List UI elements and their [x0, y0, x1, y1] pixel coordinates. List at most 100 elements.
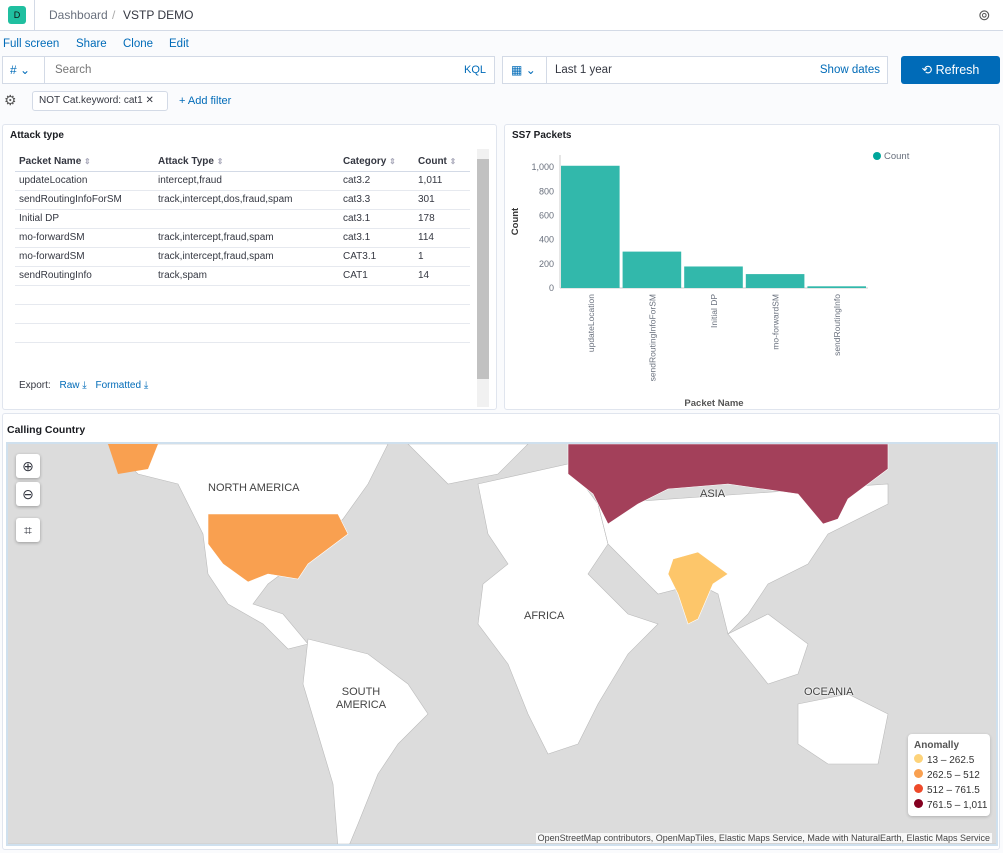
table-cell: CAT1 — [339, 266, 414, 286]
table-cell: mo-forwardSM — [15, 247, 154, 267]
add-filter-link[interactable]: + Add filter — [179, 95, 232, 107]
kql-button[interactable]: KQL — [463, 64, 486, 76]
legend-swatch — [914, 784, 923, 793]
filter-pill[interactable]: NOT Cat.keyword: cat1 ✕ — [32, 91, 168, 111]
share-link[interactable]: Share — [76, 38, 107, 50]
date-picker: ▦ ⌄ Last 1 year Show dates — [502, 56, 888, 84]
table-cell: mo-forwardSM — [15, 228, 154, 248]
table-cell: cat3.2 — [339, 171, 414, 191]
full-screen-link[interactable]: Full screen — [3, 38, 60, 50]
southeast-asia-landmass — [727, 613, 809, 685]
asia-landmass — [597, 483, 889, 635]
bar-chart: 0 200 400 600 800 1,000 updateLocation sendRout… — [510, 151, 910, 409]
map-attribution[interactable]: OpenStreetMap contributors, OpenMapTiles… — [535, 833, 992, 843]
table-cell: 14 — [414, 266, 470, 286]
panel-title: Calling Country — [7, 424, 86, 436]
empty-row — [15, 304, 470, 324]
bar-sendRoutingInfo[interactable] — [807, 286, 866, 288]
world-map — [8, 444, 996, 844]
y-tick-label: 400 — [539, 235, 554, 245]
date-range-value[interactable]: Last 1 year — [555, 64, 612, 76]
column-header-count[interactable]: Count ⇕ — [414, 152, 470, 172]
x-tick-label: sendRoutingInfo — [832, 294, 842, 356]
refresh-label: Refresh — [935, 63, 980, 77]
map-legend: Anomally 13 – 262.5 262.5 – 512 512 – 761.… — [908, 734, 990, 816]
table-cell: 114 — [414, 228, 470, 248]
table-cell: cat3.3 — [339, 190, 414, 210]
zoom-out-button[interactable]: ⊖ — [16, 482, 40, 506]
bar-Initial DP[interactable] — [684, 266, 743, 288]
table-cell — [154, 209, 339, 229]
table-row: Initial DP cat3.1 178 — [15, 209, 470, 229]
legend-item: 13 – 262.5 — [914, 753, 984, 768]
query-type-toggle[interactable]: # ⌄ — [3, 57, 45, 83]
legend-item: 512 – 761.5 — [914, 783, 984, 798]
label-south-america: SOUTH AMERICA — [335, 686, 387, 711]
export-formatted-link[interactable]: Formatted ⤓ — [95, 380, 149, 391]
legend-dot — [873, 152, 881, 160]
legend-item: 262.5 – 512 — [914, 768, 984, 783]
show-dates-link[interactable]: Show dates — [819, 64, 880, 76]
bar-updateLocation[interactable] — [561, 165, 620, 288]
label-asia: ASIA — [700, 488, 726, 500]
search-input[interactable] — [47, 58, 447, 82]
x-axis-title: Packet Name — [684, 398, 743, 409]
crop-draw-button[interactable]: ⌗ — [16, 518, 40, 542]
bar-sendRoutingInfoForSM[interactable] — [622, 251, 682, 288]
bar-mo-forwardSM[interactable] — [745, 274, 805, 288]
legend-swatch — [914, 754, 923, 763]
chevron-down-icon: ⌄ — [20, 63, 31, 77]
refresh-button[interactable]: ⟲ Refresh — [901, 56, 1000, 84]
edit-link[interactable]: Edit — [169, 38, 189, 50]
panel-title: SS7 Packets — [512, 130, 572, 141]
table-scrollbar[interactable] — [477, 149, 489, 407]
x-tick-label: updateLocation — [586, 294, 596, 352]
table-cell: intercept,fraud — [154, 171, 339, 191]
table-row: mo-forwardSM track,intercept,fraud,spam CA… — [15, 247, 470, 267]
table-cell: CAT3.1 — [339, 247, 414, 267]
antarctica-edge — [8, 843, 996, 844]
date-quick-menu[interactable]: ▦ ⌄ — [503, 57, 547, 83]
chevron-down-icon: ⌄ — [525, 63, 536, 77]
download-icon: ⤓ — [82, 380, 87, 391]
table-row: mo-forwardSM track,intercept,fraud,spam ca… — [15, 228, 470, 248]
export-raw-link[interactable]: Raw ⤓ — [59, 380, 87, 391]
calling-country-panel: Calling Country NORTH AMERICA SOUTH AMER… — [2, 413, 1000, 850]
column-header-category[interactable]: Category ⇕ — [339, 152, 414, 172]
table-cell: 1 — [414, 247, 470, 267]
filter-settings-gear-icon[interactable]: ⚙ — [4, 92, 17, 108]
column-header-packet-name[interactable]: Packet Name ⇕ — [15, 152, 154, 172]
usa-region — [207, 513, 349, 583]
close-icon[interactable]: ✕ — [145, 95, 154, 106]
y-tick-label: 200 — [539, 259, 554, 269]
clone-link[interactable]: Clone — [123, 38, 154, 50]
table-cell: track,spam — [154, 266, 339, 286]
table-cell: track,intercept,fraud,spam — [154, 247, 339, 267]
scrollbar-thumb[interactable] — [477, 159, 489, 379]
table-cell: track,intercept,dos,fraud,spam — [154, 190, 339, 210]
x-tick-label: Initial DP — [709, 294, 719, 328]
x-tick-label: mo-forwardSM — [771, 294, 781, 350]
table-cell: updateLocation — [15, 171, 154, 191]
zoom-in-button[interactable]: ⊕ — [16, 454, 40, 478]
download-icon: ⤓ — [143, 380, 149, 391]
legend-swatch — [914, 799, 923, 808]
top-header: D Dashboard / VSTP DEMO ⊚ — [0, 0, 1003, 31]
help-icon[interactable]: ⊚ — [978, 7, 991, 24]
column-header-attack-type[interactable]: Attack Type ⇕ — [154, 152, 339, 172]
map-canvas[interactable]: NORTH AMERICA SOUTH AMERICA AFRICA ASIA … — [6, 442, 998, 846]
refresh-icon: ⟲ — [921, 63, 933, 77]
export-label: Export: — [19, 380, 51, 391]
breadcrumb-dashboard[interactable]: Dashboard — [49, 8, 108, 22]
table-header-row: Packet Name ⇕ Attack Type ⇕ Category ⇕ C… — [15, 152, 470, 172]
breadcrumb-separator: / — [112, 8, 116, 22]
legend-title: Anomally — [914, 740, 960, 751]
calendar-icon: ▦ — [511, 63, 523, 77]
panel-title: Attack type — [10, 130, 64, 141]
table-cell: track,intercept,fraud,spam — [154, 228, 339, 248]
legend-label[interactable]: Count — [884, 151, 910, 162]
table-cell: 301 — [414, 190, 470, 210]
space-avatar[interactable]: D — [8, 6, 26, 24]
breadcrumb-current: VSTP DEMO — [123, 8, 194, 22]
table-cell: 1,011 — [414, 171, 470, 191]
